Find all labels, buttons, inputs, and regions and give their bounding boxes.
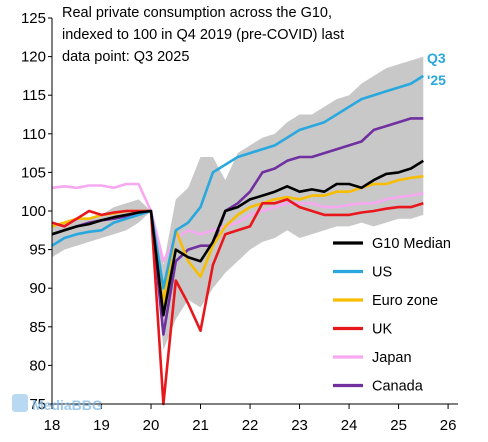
legend-label: US (372, 265, 392, 281)
chart-title: Real private consumption across the G10,… (62, 5, 344, 65)
series-line-canada (51, 117, 424, 336)
watermark-logo-icon (12, 394, 28, 412)
x-tick-label: 18 (44, 417, 61, 434)
x-tick-label: 20 (143, 417, 160, 434)
watermark: MediaBBG (12, 394, 103, 413)
legend-label: Euro zone (372, 293, 438, 309)
chart-title-line: Real private consumption across the G10, (62, 5, 332, 21)
legend: G10 Median US Euro zone UK Japan Canada (333, 236, 451, 395)
y-tick-label: 85 (29, 319, 46, 336)
y-tick-label: 115 (22, 87, 46, 104)
x-tick-label: 24 (341, 417, 358, 434)
chart-title-line: data point: Q3 2025 (62, 49, 189, 65)
chart-title-line: indexed to 100 in Q4 2019 (pre-COVID) la… (62, 27, 344, 43)
x-tick-label: 23 (291, 417, 308, 434)
series-line-g10-median (51, 159, 424, 317)
series-line-us (51, 74, 424, 290)
last-point-annotation: Q3'25 (427, 50, 446, 88)
watermark-text: MediaBBG (32, 397, 103, 413)
x-tick-label: 21 (192, 417, 209, 434)
y-tick-label: 95 (29, 242, 46, 259)
y-tick-label: 105 (21, 164, 46, 181)
x-tick-labels: 18 19 20 21 22 23 24 25 26 (44, 417, 457, 434)
y-tick-label: 100 (21, 203, 46, 220)
y-tick-label: 75 (29, 396, 46, 413)
x-tick-label: 22 (242, 417, 259, 434)
x-tick-label: 25 (390, 417, 407, 434)
y-tick-label: 90 (29, 280, 46, 297)
annotation-line: Q3 (427, 50, 446, 66)
legend-label: G10 Median (372, 236, 451, 252)
axes-layer (48, 17, 458, 409)
series-lines-layer (51, 74, 424, 406)
annotation-line: '25 (427, 72, 446, 88)
legend-label: UK (372, 322, 392, 338)
y-tick-label: 125 (21, 10, 46, 27)
legend-label: Canada (372, 379, 424, 395)
y-tick-label: 120 (21, 49, 46, 66)
y-tick-labels: 75 80 85 90 95 100 105 110 115 120 125 (21, 10, 46, 413)
y-tick-label: 110 (22, 126, 46, 143)
y-tick-label: 80 (29, 357, 46, 374)
series-line-uk (51, 198, 424, 406)
legend-label: Japan (372, 350, 412, 366)
x-tick-label: 19 (93, 417, 110, 434)
series-line-japan (51, 182, 424, 263)
x-tick-label: 26 (440, 417, 457, 434)
